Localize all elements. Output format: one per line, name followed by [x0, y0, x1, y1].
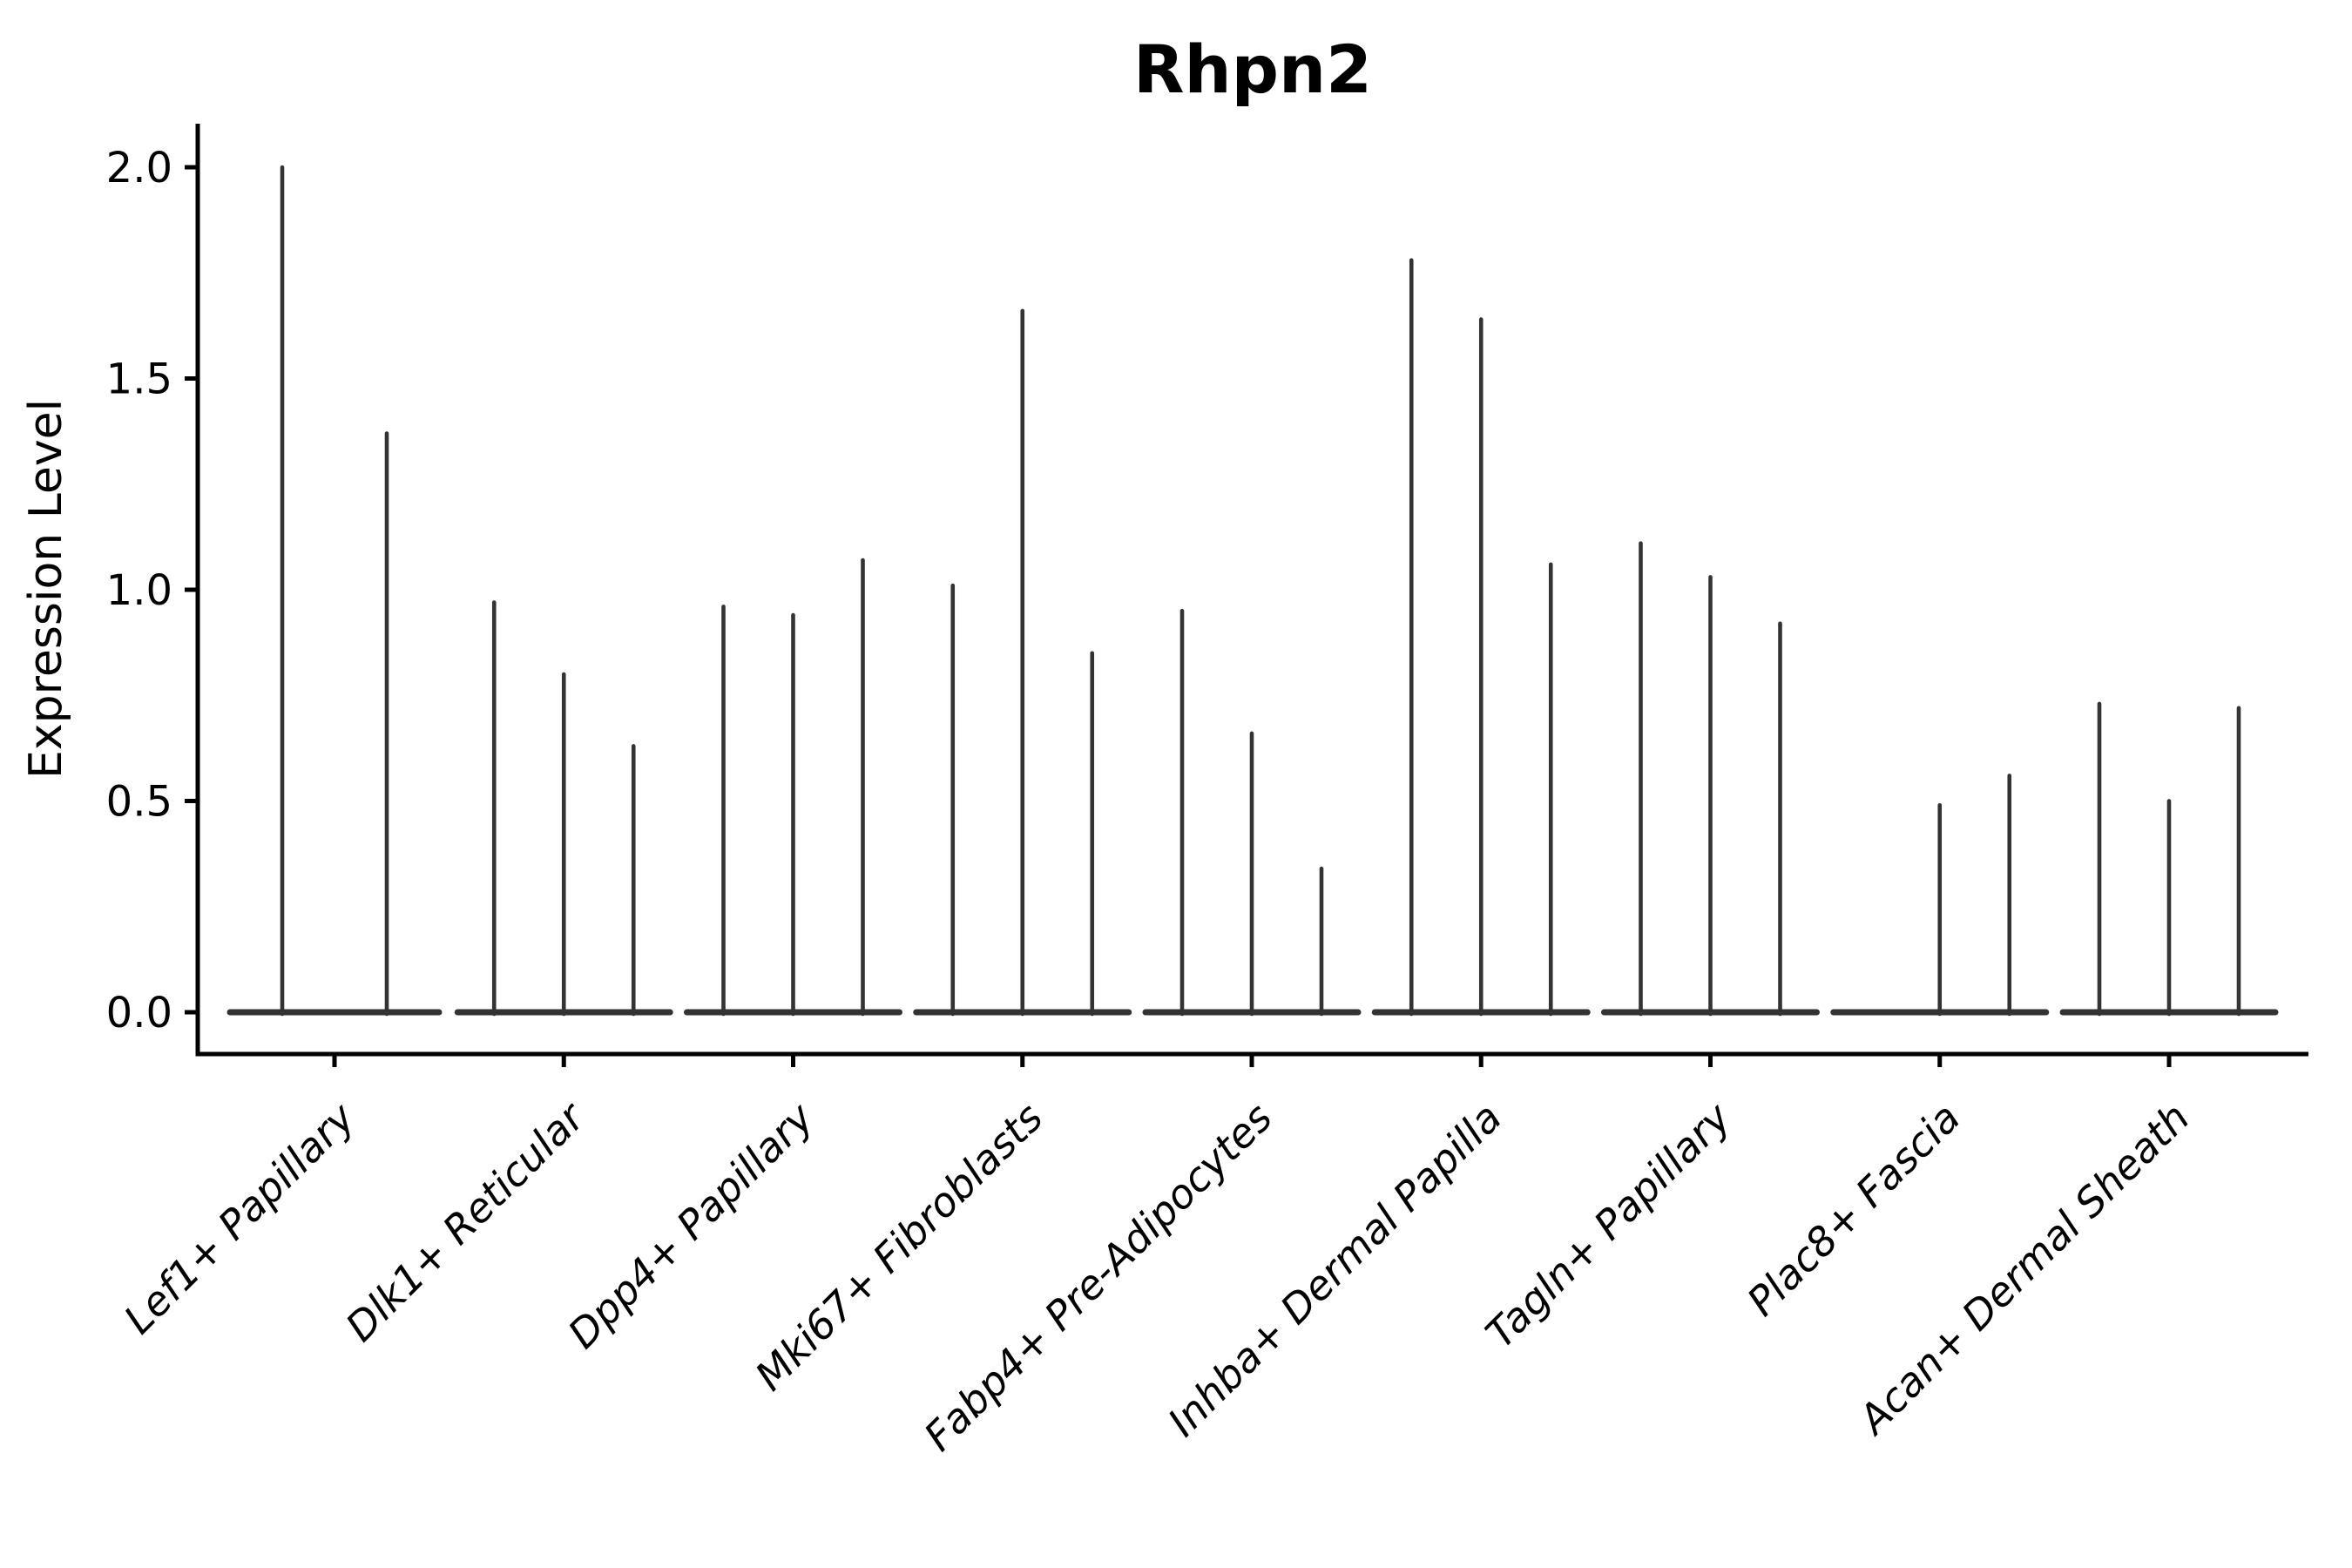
violin-group-7 [1830, 774, 2050, 1017]
violin-group-6 [1601, 541, 1820, 1017]
axes-layer [185, 124, 2308, 1067]
x-tick-label-7: Plac8+ Fascia [1738, 1094, 1969, 1325]
violin-group-2 [684, 558, 902, 1017]
violin-group-3 [913, 308, 1132, 1017]
x-tick-label-1: Dlk1+ Reticular [336, 1092, 595, 1350]
violin-group-8 [2059, 701, 2279, 1017]
violin-series-layer [226, 165, 2279, 1017]
y-tick-label-4: 2.0 [106, 144, 172, 193]
x-tick-label-0: Lef1+ Papillary [115, 1093, 364, 1342]
x-tick-label-6: Tagln+ Papillary [1477, 1093, 1740, 1357]
y-tick-label-1: 0.5 [106, 778, 172, 827]
y-tick-label-2: 1.0 [106, 566, 172, 615]
violin-group-0 [226, 165, 443, 1017]
y-axis-label: Expression Level [20, 399, 72, 779]
violin-group-5 [1371, 258, 1591, 1017]
y-tick-label-3: 1.5 [106, 355, 172, 404]
y-tick-label-0: 0.0 [106, 989, 172, 1037]
violin-group-1 [454, 600, 673, 1017]
x-tick-label-2: Dpp4+ Papillary [559, 1093, 823, 1357]
y-tick-labels-layer: 0.0 0.5 1.0 1.5 2.0 [106, 144, 172, 1037]
violin-group-4 [1142, 608, 1362, 1017]
chart-title: Rhpn2 [1133, 30, 1372, 108]
